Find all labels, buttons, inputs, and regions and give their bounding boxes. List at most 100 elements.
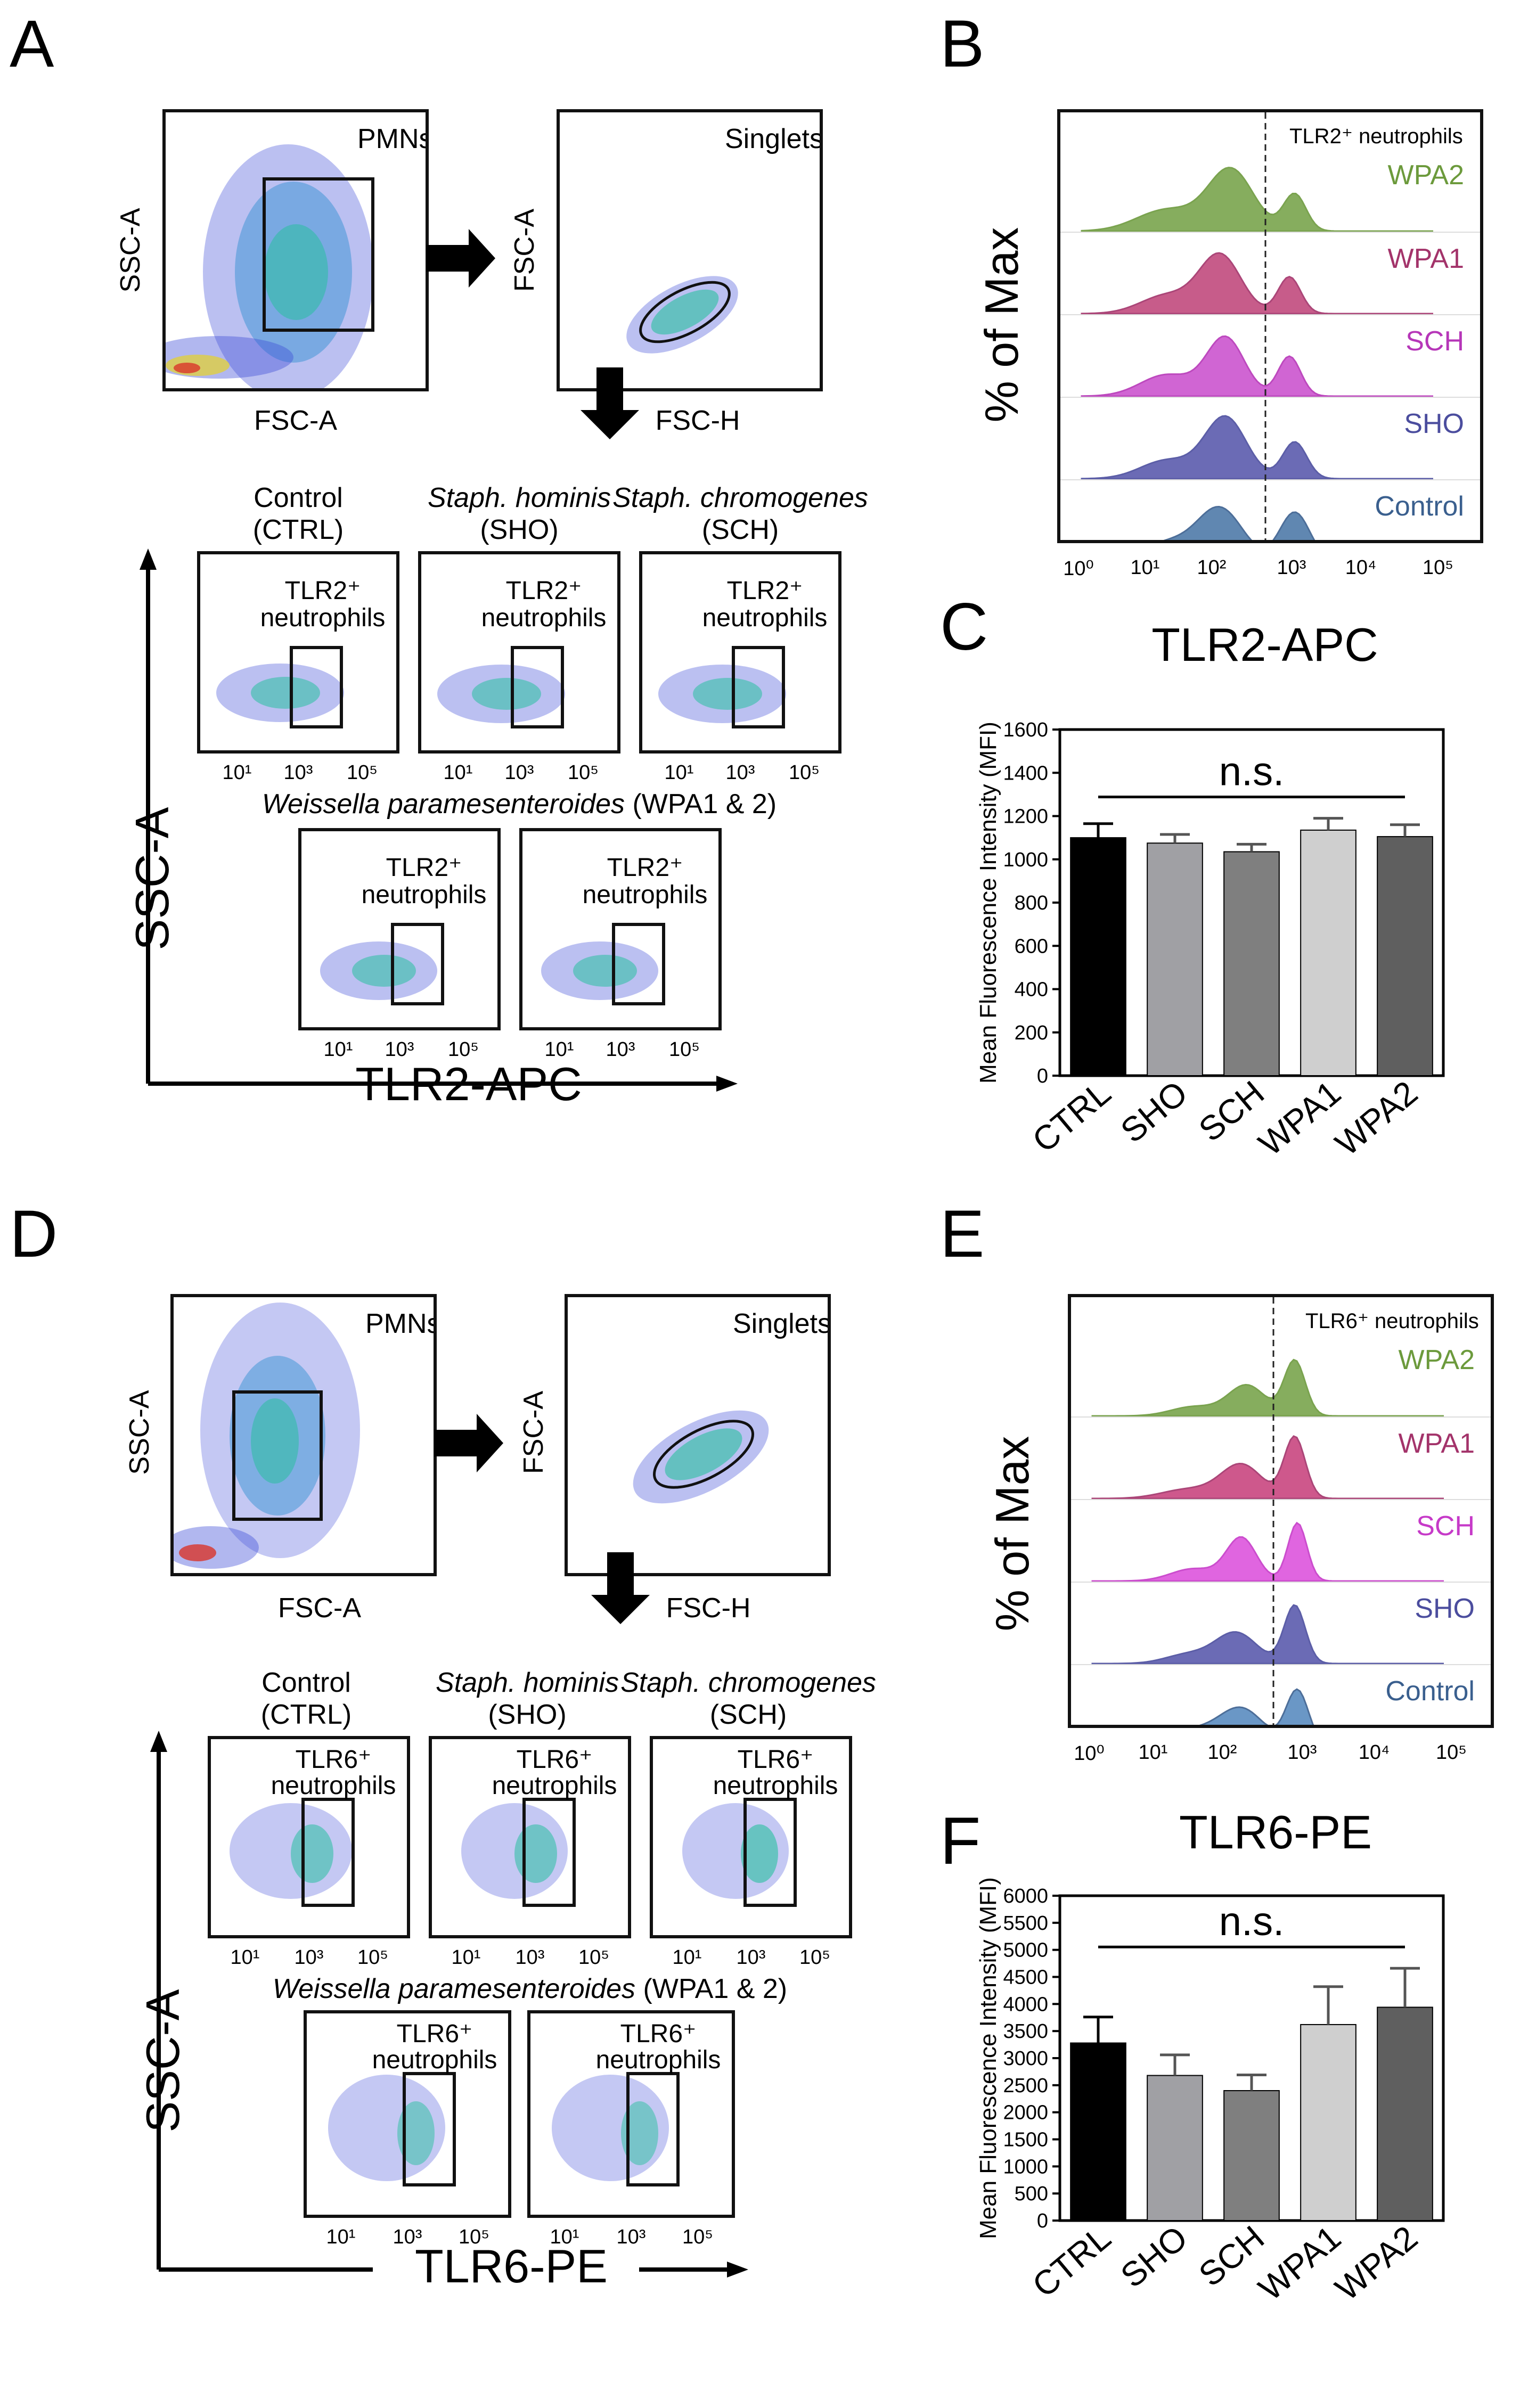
group-ctrl-title: Control [254, 482, 343, 513]
y-axis-label: Mean Fluorescence Intensity (MFI) [975, 722, 1001, 1084]
fsc-h-axis-label-d: FSC-H [666, 1593, 751, 1624]
hist-x-tick: 10² [1197, 556, 1227, 579]
y-tick-label: 4000 [1003, 1993, 1048, 2016]
ssc-a-axis-label: SSC-A [115, 208, 146, 293]
significance-label: n.s. [1219, 749, 1285, 795]
y-tick-label: 6000 [1003, 1885, 1048, 1907]
x-tick: 10¹ [323, 1038, 353, 1061]
tlr6-marker-label: TLR6⁺ neutrophils [1305, 1309, 1479, 1333]
y-tick-label: 500 [1015, 2183, 1048, 2205]
ssc-a-axis-label-d: SSC-A [124, 1390, 155, 1475]
arrow-down-icon [581, 367, 639, 439]
tlr2-histogram-stack: TLR2⁺ neutrophils WPA2 WPA1 SCH SHO Cont… [1057, 109, 1483, 543]
arrow-down-icon-d [591, 1552, 650, 1624]
bar-sho [1147, 842, 1203, 1076]
wpa-caption-d: Weissella paramesenteroides (WPA1 & 2) [273, 1973, 787, 2005]
x-tick: 10¹ [672, 1946, 702, 1969]
histogram-wpa1 [1091, 1435, 1444, 1500]
x-category-label: WPA2 [1328, 1074, 1425, 1164]
hist-x-tick: 10¹ [1130, 556, 1160, 579]
group-ctrl-abbr-d: (CTRL) [260, 1699, 352, 1730]
hist-label-wpa2-e: WPA2 [1398, 1345, 1475, 1375]
x-tick: 10⁵ [346, 761, 378, 784]
group-ctrl-abbr: (CTRL) [252, 514, 344, 545]
tlr2-marker-label: TLR2⁺ neutrophils [1289, 125, 1463, 148]
group-ctrl-title-d: Control [261, 1667, 351, 1698]
bar-wpa2 [1377, 2006, 1433, 2221]
hist-x-tick: 10⁰ [1063, 558, 1094, 580]
hist-x-tick: 10¹ [1138, 1741, 1168, 1764]
gate-label-line2: neutrophils [271, 1772, 396, 1800]
gate-label-line1: TLR2⁺ [607, 854, 683, 882]
gate-label-line1: TLR6⁺ [295, 1746, 372, 1774]
ssc-a-big-axis-label: SSC-A [126, 807, 178, 951]
hist-x-tick: 10⁴ [1345, 556, 1377, 579]
gate-label-line2: neutrophils [492, 1772, 617, 1800]
gate-label-line2: neutrophils [713, 1772, 838, 1800]
hist-label-sho: SHO [1404, 408, 1464, 439]
tlr6-pe-big-axis-label: TLR6-PE [415, 2240, 608, 2292]
x-tick: 10⁵ [668, 1038, 700, 1061]
x-category-label: WPA1 [1251, 2218, 1348, 2308]
tlr2-apc-big-axis-label: TLR2-APC [355, 1058, 582, 1110]
fsc-a-axis-label-2: FSC-A [509, 209, 540, 292]
tlr2-gate [612, 923, 665, 1005]
x-tick: 10¹ [550, 2226, 579, 2248]
group-sch-abbr: (SCH) [701, 514, 779, 545]
x-tick: 10⁵ [357, 1946, 389, 1969]
y-tick-label: 400 [1015, 979, 1048, 1001]
singlets-scatter-cloud [626, 276, 738, 354]
y-tick-label: 5500 [1003, 1912, 1048, 1935]
x-tick: 10⁵ [682, 2226, 714, 2248]
group-sch-title: Staph. chromogenes [612, 482, 868, 513]
pmn-gate-d [232, 1390, 323, 1521]
arrow-right-icon-d [434, 1414, 503, 1472]
histogram-wpa2 [1091, 1358, 1444, 1417]
x-tick: 10⁵ [567, 761, 599, 784]
axis-frame-d [150, 1731, 748, 2278]
y-tick-label: 800 [1015, 892, 1048, 914]
y-tick-label: 200 [1015, 1022, 1048, 1044]
y-tick-label: 1200 [1003, 806, 1048, 828]
significance-label: n.s. [1219, 1899, 1285, 1944]
percent-of-max-label-e: % of Max [986, 1436, 1039, 1632]
panel-label-c: C [940, 590, 988, 664]
bar-sch [1223, 851, 1280, 1076]
bar-wpa1 [1300, 2024, 1356, 2221]
hist-x-tick: 10³ [1277, 556, 1306, 579]
x-tick: 10⁵ [788, 761, 820, 784]
y-tick-label: 2500 [1003, 2075, 1048, 2097]
tlr6-pe-hist-label: TLR6-PE [1179, 1806, 1372, 1858]
tlr6-gate [403, 2072, 456, 2186]
hist-label-sch-e: SCH [1416, 1511, 1475, 1542]
tlr6-histogram-stack: TLR6⁺ neutrophils WPA2 WPA1 SCH SHO Cont… [1068, 1294, 1494, 1728]
x-tick: 10³ [504, 761, 534, 784]
histogram-control [1199, 1688, 1314, 1725]
gate-label-line2: neutrophils [260, 604, 386, 632]
gate-label-line2: neutrophils [361, 881, 487, 909]
pmn-scatter-plot-d: PMNs [170, 1294, 437, 1576]
wpa1-tlr6-plot: TLR6⁺ neutrophils [304, 2010, 511, 2218]
x-tick: 10³ [283, 761, 313, 784]
group-sho-title: Staph. hominis [428, 482, 611, 513]
x-tick: 10¹ [222, 761, 252, 784]
x-tick: 10³ [294, 1946, 324, 1969]
hist-label-wpa1: WPA1 [1387, 243, 1464, 274]
hist-label-sch: SCH [1405, 326, 1464, 357]
sho-tlr2-plot: TLR2⁺ neutrophils [418, 551, 620, 753]
panel-label-e: E [940, 1197, 985, 1271]
ssc-a-big-axis-label-d: SSC-A [136, 1989, 189, 2133]
histogram-control [1163, 505, 1315, 540]
hist-label-wpa1-e: WPA1 [1398, 1428, 1475, 1459]
y-tick-label: 1400 [1003, 762, 1048, 784]
fsc-a-axis-label-d: FSC-A [278, 1593, 361, 1624]
wpa-caption-species: Weissella paramesenteroides [261, 789, 625, 820]
hist-label-control-e: Control [1385, 1676, 1475, 1707]
y-tick-label: 5000 [1003, 1939, 1048, 1962]
bar-sch [1223, 2090, 1280, 2221]
arrow-right-icon [426, 229, 495, 288]
percent-of-max-label: % of Max [975, 227, 1028, 423]
histogram-sch [1091, 1521, 1444, 1582]
y-axis-label: Mean Fluorescence Intensity (MFI) [975, 1877, 1001, 2239]
